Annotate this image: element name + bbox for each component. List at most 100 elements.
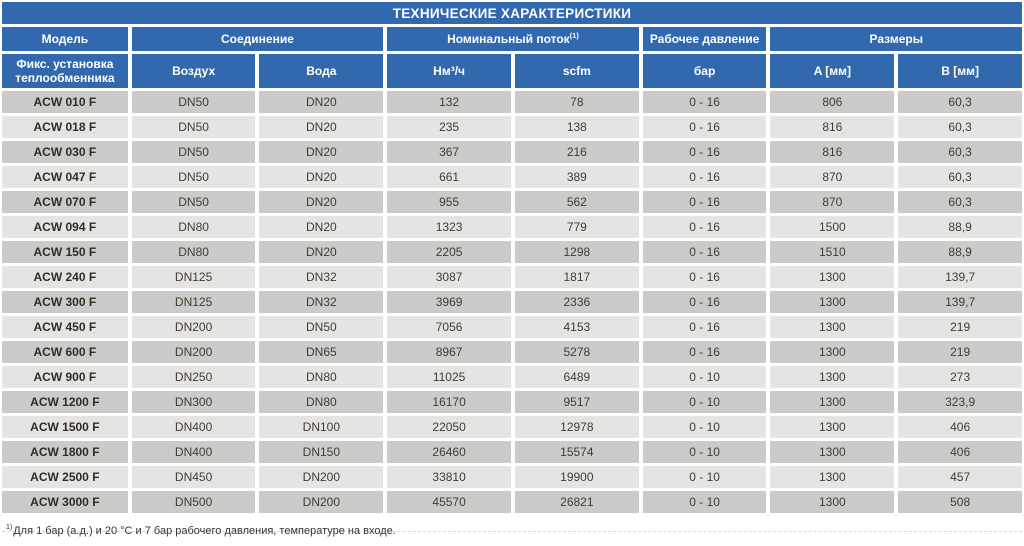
flow_nm3h-cell: 26460 xyxy=(387,441,511,463)
water_connection-cell: DN20 xyxy=(259,241,384,263)
model-cell: ACW 600 F xyxy=(2,341,128,363)
subheader-b-mm: B [мм] xyxy=(898,54,1022,88)
dimension_a-cell: 870 xyxy=(770,191,895,213)
flow_nm3h-cell: 367 xyxy=(387,141,511,163)
dimension_a-cell: 1300 xyxy=(770,391,895,413)
water_connection-cell: DN32 xyxy=(259,266,384,288)
model-cell: ACW 1200 F xyxy=(2,391,128,413)
pressure_bar-cell: 0 - 16 xyxy=(642,241,767,263)
pressure_bar-cell: 0 - 16 xyxy=(642,266,767,288)
table-row: ACW 070 F DN50 DN20 955 562 0 - 16 870 60,3 xyxy=(2,191,1022,213)
table-row: ACW 900 F DN250 DN80 11025 6489 0 - 10 1300 273 xyxy=(2,366,1022,388)
model-cell: ACW 150 F xyxy=(2,241,128,263)
flow_scfm-cell: 4153 xyxy=(514,316,639,338)
flow_nm3h-cell: 3087 xyxy=(387,266,511,288)
flow_nm3h-cell: 33810 xyxy=(387,466,511,488)
model-cell: ACW 047 F xyxy=(2,166,128,188)
dimension_b-cell: 406 xyxy=(898,416,1022,438)
dimension_b-cell: 139,7 xyxy=(898,291,1022,313)
footnote: 1)Для 1 бар (а.д.) и 20 °C и 7 бар рабоч… xyxy=(2,524,1022,537)
table-row: ACW 1800 F DN400 DN150 26460 15574 0 - 10 1300… xyxy=(2,441,1022,463)
dimension_a-cell: 1300 xyxy=(770,266,895,288)
air_connection-cell: DN50 xyxy=(131,191,256,213)
flow_nm3h-cell: 1323 xyxy=(387,216,511,238)
subheader-bar: бар xyxy=(642,54,767,88)
dimension_a-cell: 1300 xyxy=(770,341,895,363)
flow_scfm-cell: 779 xyxy=(514,216,639,238)
flow_scfm-cell: 15574 xyxy=(514,441,639,463)
column-header-dimensions: Размеры xyxy=(770,27,1022,51)
water_connection-cell: DN65 xyxy=(259,341,384,363)
dimension_a-cell: 816 xyxy=(770,116,895,138)
water_connection-cell: DN80 xyxy=(259,366,384,388)
model-cell: ACW 030 F xyxy=(2,141,128,163)
flow_nm3h-cell: 16170 xyxy=(387,391,511,413)
pressure_bar-cell: 0 - 16 xyxy=(642,291,767,313)
model-cell: ACW 300 F xyxy=(2,291,128,313)
table-row: ACW 1200 F DN300 DN80 16170 9517 0 - 10 1300 32… xyxy=(2,391,1022,413)
pressure_bar-cell: 0 - 16 xyxy=(642,91,767,113)
model-cell: ACW 450 F xyxy=(2,316,128,338)
air_connection-cell: DN200 xyxy=(131,316,256,338)
table-row: ACW 450 F DN200 DN50 7056 4153 0 - 16 1300 219 xyxy=(2,316,1022,338)
pressure_bar-cell: 0 - 10 xyxy=(642,441,767,463)
flow_scfm-cell: 6489 xyxy=(514,366,639,388)
pressure_bar-cell: 0 - 10 xyxy=(642,416,767,438)
pressure_bar-cell: 0 - 16 xyxy=(642,116,767,138)
flow_nm3h-cell: 3969 xyxy=(387,291,511,313)
air_connection-cell: DN125 xyxy=(131,266,256,288)
header-row-groups: Модель Соединение Номинальный поток(1) Р… xyxy=(2,27,1022,51)
pressure_bar-cell: 0 - 16 xyxy=(642,316,767,338)
subheader-scfm: scfm xyxy=(514,54,639,88)
flow_nm3h-cell: 2205 xyxy=(387,241,511,263)
dimension_a-cell: 1300 xyxy=(770,366,895,388)
flow_nm3h-cell: 11025 xyxy=(387,366,511,388)
dimension_a-cell: 1500 xyxy=(770,216,895,238)
model-cell: ACW 070 F xyxy=(2,191,128,213)
air_connection-cell: DN50 xyxy=(131,166,256,188)
flow_scfm-cell: 19900 xyxy=(514,466,639,488)
flow_scfm-cell: 389 xyxy=(514,166,639,188)
dimension_a-cell: 1300 xyxy=(770,441,895,463)
table-row: ACW 094 F DN80 DN20 1323 779 0 - 16 1500 88,9 xyxy=(2,216,1022,238)
pressure_bar-cell: 0 - 16 xyxy=(642,341,767,363)
column-header-flow: Номинальный поток(1) xyxy=(387,27,639,51)
dimension_b-cell: 60,3 xyxy=(898,141,1022,163)
table-row: ACW 030 F DN50 DN20 367 216 0 - 16 816 60,3 xyxy=(2,141,1022,163)
flow_scfm-cell: 12978 xyxy=(514,416,639,438)
water_connection-cell: DN100 xyxy=(259,416,384,438)
dimension_b-cell: 219 xyxy=(898,341,1022,363)
dimension_b-cell: 457 xyxy=(898,466,1022,488)
dimension_b-cell: 60,3 xyxy=(898,191,1022,213)
pressure_bar-cell: 0 - 10 xyxy=(642,491,767,513)
footnote-text: Для 1 бар (а.д.) и 20 °C и 7 бар рабочег… xyxy=(13,525,396,537)
water_connection-cell: DN200 xyxy=(259,491,384,513)
flow_scfm-cell: 78 xyxy=(514,91,639,113)
model-cell: ACW 1500 F xyxy=(2,416,128,438)
pressure_bar-cell: 0 - 10 xyxy=(642,466,767,488)
flow_nm3h-cell: 7056 xyxy=(387,316,511,338)
dimension_a-cell: 1300 xyxy=(770,466,895,488)
dimension_a-cell: 1300 xyxy=(770,291,895,313)
flow_scfm-cell: 9517 xyxy=(514,391,639,413)
air_connection-cell: DN400 xyxy=(131,416,256,438)
dimension_b-cell: 273 xyxy=(898,366,1022,388)
dimension_b-cell: 406 xyxy=(898,441,1022,463)
table-row: ACW 018 F DN50 DN20 235 138 0 - 16 816 60,3 xyxy=(2,116,1022,138)
flow_scfm-cell: 1298 xyxy=(514,241,639,263)
flow_scfm-cell: 1817 xyxy=(514,266,639,288)
air_connection-cell: DN250 xyxy=(131,366,256,388)
flow_nm3h-cell: 132 xyxy=(387,91,511,113)
dimension_b-cell: 219 xyxy=(898,316,1022,338)
table-row: ACW 600 F DN200 DN65 8967 5278 0 - 16 1300 219 xyxy=(2,341,1022,363)
air_connection-cell: DN80 xyxy=(131,216,256,238)
flow_scfm-cell: 138 xyxy=(514,116,639,138)
subheader-water: Вода xyxy=(259,54,384,88)
dimension_b-cell: 60,3 xyxy=(898,116,1022,138)
water_connection-cell: DN20 xyxy=(259,191,384,213)
table-row: ACW 240 F DN125 DN32 3087 1817 0 - 16 1300 139,… xyxy=(2,266,1022,288)
water_connection-cell: DN50 xyxy=(259,316,384,338)
table-row: ACW 150 F DN80 DN20 2205 1298 0 - 16 1510 88,9 xyxy=(2,241,1022,263)
subheader-nm3h: Нм³/ч xyxy=(387,54,511,88)
